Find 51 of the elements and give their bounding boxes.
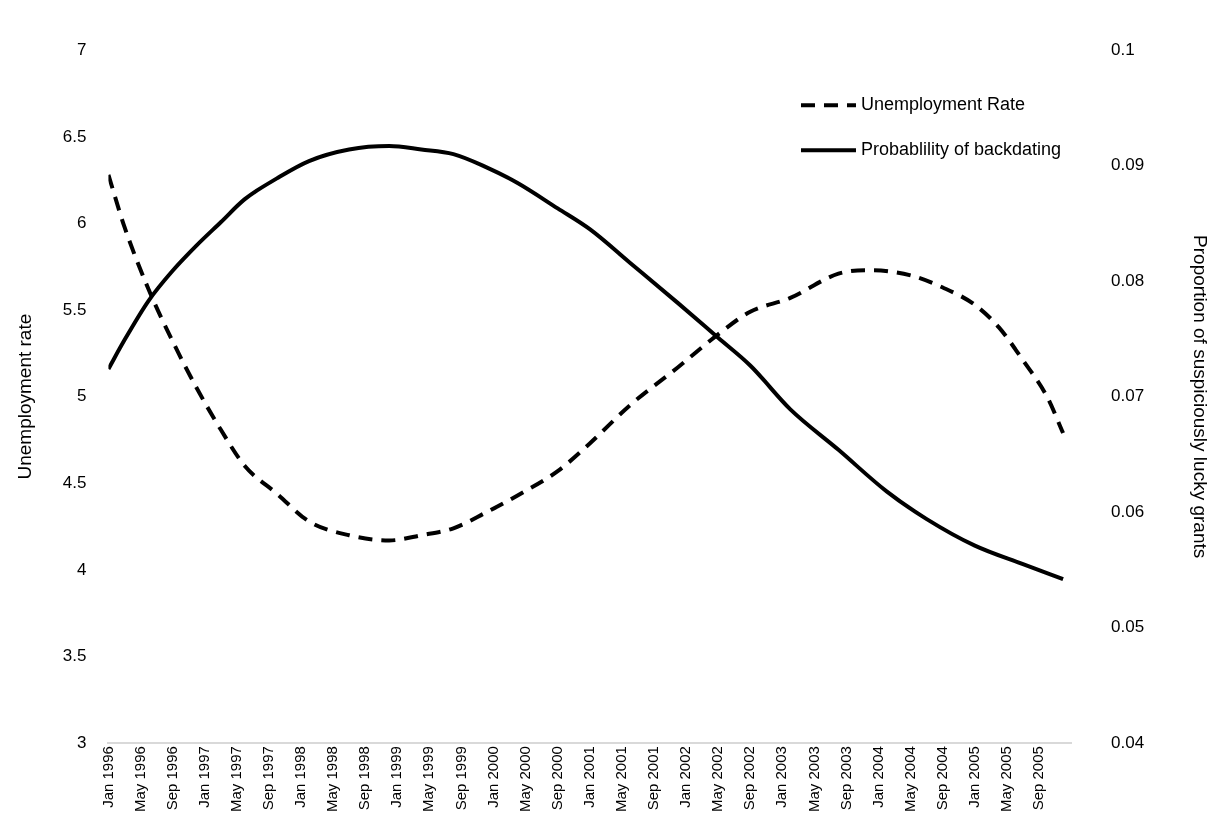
x-tick-label: Jan 2000 — [483, 746, 501, 808]
y2-tick-label: 0.1 — [1111, 39, 1135, 59]
x-tick-label: Sep 2002 — [740, 746, 758, 811]
y-tick-label: 6 — [76, 213, 87, 233]
x-tick-label: May 1997 — [226, 746, 244, 812]
x-tick-label: May 2005 — [997, 746, 1015, 812]
y-tick-label: 3.5 — [62, 646, 87, 666]
x-tick-label: May 1998 — [323, 746, 341, 812]
x-tick-label: Jan 2001 — [579, 746, 597, 808]
y2-axis-title: Proportion of suspiciously lucky grants — [1190, 235, 1212, 559]
x-tick-label: Sep 2005 — [1029, 746, 1047, 811]
x-tick-label: Sep 1997 — [259, 746, 277, 811]
x-tick-label: Jan 2002 — [676, 746, 694, 808]
x-tick-label: May 2001 — [612, 746, 629, 812]
legend-label: Unemployment Rate — [860, 94, 1026, 115]
x-tick-label: May 2000 — [515, 746, 533, 812]
y-tick-label: 5 — [76, 386, 87, 406]
y-axis-title: Unemployment rate — [13, 313, 35, 480]
x-tick-label: Sep 1998 — [355, 746, 373, 811]
y2-tick-label: 0.06 — [1111, 501, 1145, 521]
line-series — [108, 144, 1066, 582]
y2-tick-label: 0.04 — [1111, 732, 1145, 752]
x-tick-label: Sep 2001 — [644, 746, 662, 811]
y-tick-label: 6.5 — [62, 126, 87, 146]
x-tick-label: Sep 2003 — [836, 746, 854, 811]
x-tick-label: Jan 2003 — [772, 746, 790, 808]
y2-tick-label: 0.08 — [1111, 270, 1145, 290]
x-tick-label: Sep 1999 — [451, 746, 469, 811]
y-tick-label: 5.5 — [62, 299, 87, 319]
x-tick-label: Jan 1999 — [387, 746, 405, 808]
y2-tick-label: 0.07 — [1111, 386, 1145, 406]
x-tick-label: Sep 2000 — [547, 746, 565, 811]
x-tick-label: Jan 1997 — [194, 746, 212, 808]
x-tick-label: May 1996 — [130, 746, 148, 812]
legend-label: Probablility of backdating — [860, 139, 1062, 160]
x-tick-label: May 1999 — [419, 746, 437, 812]
y-tick-label: 4.5 — [62, 472, 87, 492]
y2-tick-label: 0.09 — [1111, 155, 1145, 175]
y-tick-label: 3 — [76, 732, 87, 752]
x-tick-label: Sep 2004 — [932, 746, 950, 811]
x-tick-label: May 2004 — [900, 746, 918, 812]
x-tick-label: Jan 2004 — [868, 746, 886, 808]
y2-tick-label: 0.05 — [1111, 617, 1145, 637]
x-tick-label: Jan 1996 — [98, 746, 116, 808]
x-tick-label: May 2002 — [708, 746, 726, 812]
x-tick-label: Jan 2005 — [964, 746, 982, 808]
y-tick-label: 4 — [76, 559, 87, 579]
x-tick-label: Sep 1996 — [162, 746, 180, 811]
x-tick-label: Jan 1998 — [291, 746, 309, 808]
x-tick-label: May 2003 — [804, 746, 822, 812]
y-tick-label: 7 — [76, 39, 87, 59]
